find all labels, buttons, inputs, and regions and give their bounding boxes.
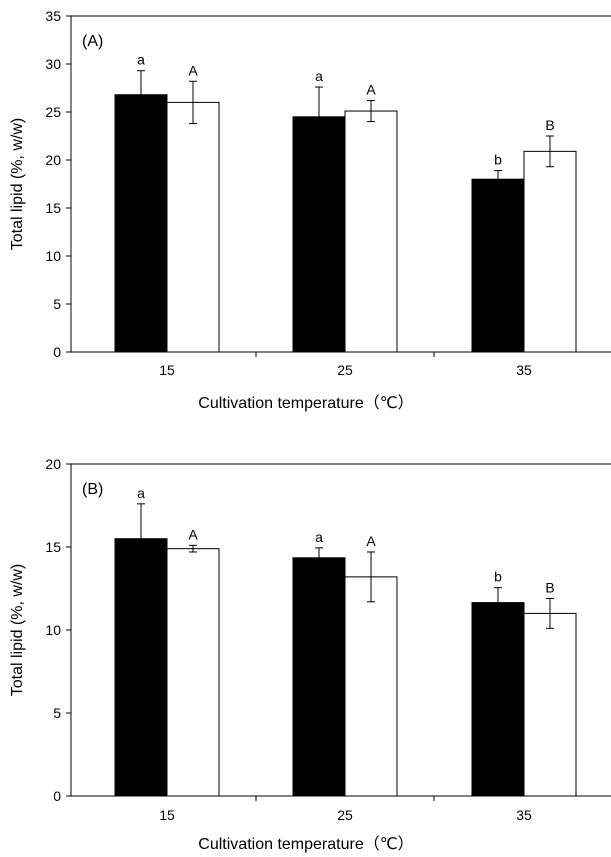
y-tick-label: 0	[53, 788, 61, 804]
significance-letter: a	[315, 529, 323, 545]
x-tick-label: 35	[516, 807, 532, 823]
bar	[114, 94, 168, 353]
chart-panel-1: 0 5 10 15 20 25 30 35 a A 15 a A 25 b B 35 (A) Cultivation…	[9, 8, 611, 412]
bar	[471, 178, 525, 353]
bar	[344, 110, 398, 353]
y-axis-title: Total lipid (%, w/w)	[9, 118, 26, 250]
significance-letter: B	[545, 117, 554, 133]
x-tick-label: 25	[337, 362, 353, 378]
significance-letter: B	[545, 579, 554, 595]
panel-label: (B)	[82, 481, 103, 498]
significance-letter: A	[366, 81, 376, 97]
chart-panel-2: 0 5 10 15 20 a A 15 a A 25 b B 35 (B) Cultivation tempe…	[9, 456, 611, 853]
y-tick-label: 35	[45, 8, 61, 24]
bar	[471, 602, 525, 797]
y-axis-title: Total lipid (%, w/w)	[9, 564, 26, 696]
significance-letter: b	[494, 569, 502, 585]
significance-letter: a	[315, 68, 323, 84]
bar	[166, 101, 220, 353]
bar	[344, 576, 398, 797]
significance-letter: A	[188, 526, 198, 542]
bar	[292, 557, 346, 797]
x-tick-label: 15	[159, 362, 175, 378]
significance-letter: a	[137, 485, 145, 501]
significance-letter: a	[137, 52, 145, 68]
y-tick-label: 30	[45, 56, 61, 72]
x-axis-title: Cultivation temperature（℃）	[198, 394, 413, 412]
x-tick-label: 15	[159, 807, 175, 823]
y-tick-label: 0	[53, 344, 61, 360]
y-tick-label: 25	[45, 104, 61, 120]
y-tick-label: 15	[45, 200, 61, 216]
significance-letter: A	[188, 62, 198, 78]
x-axis-title: Cultivation temperature（℃）	[198, 835, 413, 853]
y-tick-label: 15	[45, 539, 61, 555]
significance-letter: b	[494, 152, 502, 168]
bar	[292, 116, 346, 353]
x-tick-label: 25	[337, 807, 353, 823]
bar	[523, 150, 577, 353]
bar	[523, 612, 577, 797]
y-tick-label: 5	[53, 296, 61, 312]
x-tick-label: 35	[516, 362, 532, 378]
y-tick-label: 20	[45, 152, 61, 168]
panel-label: (A)	[82, 33, 103, 50]
y-tick-label: 5	[53, 705, 61, 721]
y-tick-label: 10	[45, 248, 61, 264]
y-tick-label: 20	[45, 456, 61, 472]
bar	[166, 548, 220, 797]
y-tick-label: 10	[45, 622, 61, 638]
significance-letter: A	[366, 533, 376, 549]
bar	[114, 538, 168, 797]
